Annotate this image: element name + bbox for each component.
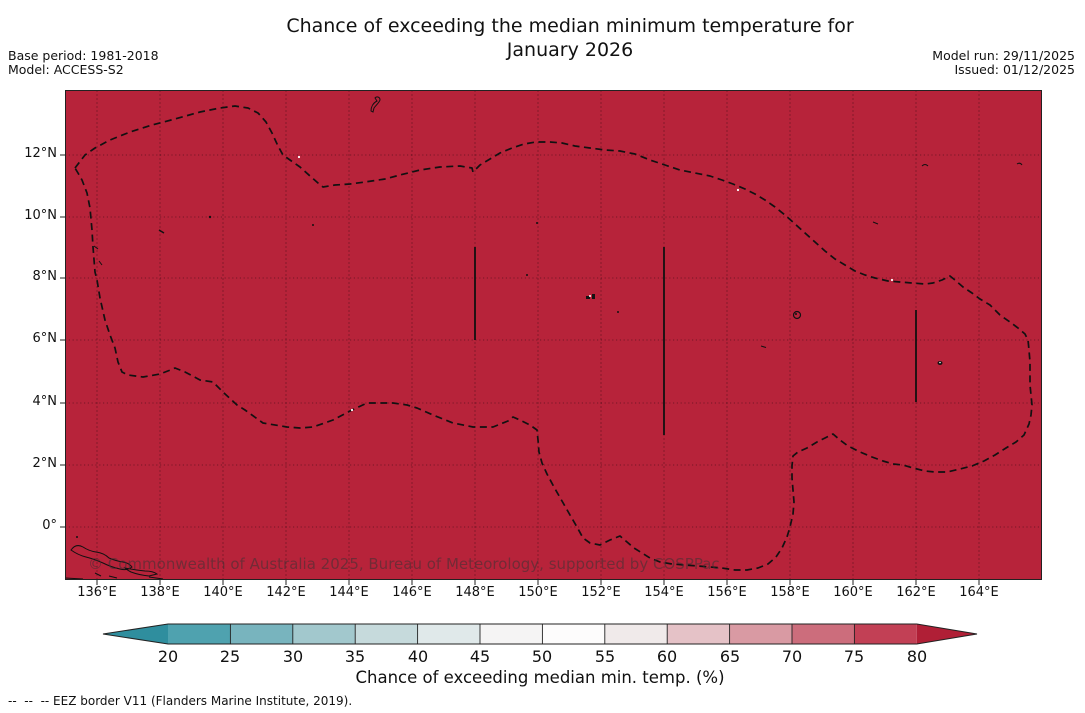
model-label: Model: ACCESS-S2 [8,62,124,77]
png-coastline-2 [123,567,159,577]
map-plot: © Commonwealth of Australia 2025, Bureau… [60,90,1042,585]
colorbar-right-arrow [916,624,977,644]
pohnpei-island [792,310,802,320]
yap-island [158,229,165,234]
cb-tick-30: 30 [282,647,304,666]
colorbar-outline [102,623,978,645]
map-background [65,90,1042,580]
base-period-label: Base period: 1981-2018 [8,48,159,63]
cb-tick-40: 40 [407,647,429,666]
small-island-4 [76,536,78,538]
y-tick-10n: 10°N [24,208,57,223]
cb-tick-60: 60 [656,647,678,666]
chuuk-atoll [586,296,590,299]
cb-tick-65: 65 [719,647,741,666]
ulithi-atoll [208,215,212,219]
cb-tick-25: 25 [219,647,241,666]
eez-border-note: -- -- -- EEZ border V11 (Flanders Marine… [8,694,353,708]
chuuk-atoll-2 [592,294,595,299]
guam-island-outline [370,96,381,113]
x-tick-146e: 146°E [392,585,432,600]
colorbar-cell-35-40 [355,624,418,644]
latitude-gridlines [65,154,1042,528]
cb-tick-55: 55 [594,647,616,666]
colorbar-cell-70-75 [792,624,855,644]
cb-tick-75: 75 [843,647,865,666]
y-tick-4n: 4°N [32,394,58,409]
x-tick-142e: 142°E [266,585,306,600]
y-tick-6n: 6°N [32,331,58,346]
x-tick-144e: 144°E [329,585,369,600]
colorbar-cell-30-35 [292,624,356,644]
png-coastline [70,545,133,571]
palau-islands [93,245,103,266]
colorbar-left-arrow [103,624,168,644]
colorbar-cell-75-80 [854,624,917,644]
small-island-3 [617,311,619,313]
faraulep-atoll [312,224,314,226]
x-tick-154e: 154°E [644,585,684,600]
y-axis-ticks [60,154,65,528]
cb-tick-70: 70 [781,647,803,666]
y-tick-8n: 8°N [32,269,58,284]
map-frame [65,90,1042,580]
colorbar-cell-45-50 [480,624,543,644]
x-axis-ticks [96,580,980,585]
bikini-atoll [1016,162,1023,166]
cb-tick-45: 45 [469,647,491,666]
x-tick-158e: 158°E [770,585,810,600]
colorbar-label: Chance of exceeding median min. temp. (%… [355,668,725,687]
ujelang-atoll [872,221,879,225]
colorbar-cell-20-25 [168,624,231,644]
x-tick-162e: 162°E [896,585,936,600]
small-island-2 [526,274,528,276]
island-white-specks [297,155,941,412]
x-tick-138e: 138°E [140,585,180,600]
enewetak-atoll [921,164,929,167]
x-tick-156e: 156°E [707,585,747,600]
colorbar-cell-55-60 [604,624,668,644]
ngatik-atoll [760,345,767,348]
y-tick-2n: 2°N [32,456,58,471]
colorbar-cell-60-65 [667,624,730,644]
model-run-label: Model run: 29/11/2025 [932,48,1075,63]
eez-vertical-boundaries [474,247,917,435]
eez-border-path [74,105,1033,571]
small-island-1 [536,222,538,224]
colorbar-cell-50-55 [542,624,605,644]
colorbar [102,623,978,645]
cb-tick-35: 35 [344,647,366,666]
cb-tick-20: 20 [157,647,179,666]
x-tick-150e: 150°E [518,585,558,600]
x-tick-140e: 140°E [203,585,243,600]
issued-label: Issued: 01/12/2025 [954,62,1076,77]
png-coast-fragments [64,572,164,580]
island-specks [76,215,943,538]
y-tick-12n: 12°N [24,146,57,161]
page-title-line2: January 2026 [506,39,634,61]
cb-tick-50: 50 [531,647,553,666]
page-title: Chance of exceeding the median minimum t… [286,15,854,37]
colorbar-separators [229,624,855,644]
colorbar-cell-25-30 [230,624,293,644]
copyright-watermark: © Commonwealth of Australia 2025, Bureau… [88,555,720,573]
colorbar-cell-40-45 [417,624,480,644]
cb-tick-80: 80 [906,647,928,666]
pohnpei-dot [795,313,797,315]
x-tick-160e: 160°E [833,585,873,600]
x-tick-164e: 164°E [959,585,999,600]
y-tick-0: 0° [42,518,57,533]
x-tick-152e: 152°E [581,585,621,600]
x-tick-136e: 136°E [77,585,117,600]
island-coastlines [64,96,1023,580]
x-tick-148e: 148°E [455,585,495,600]
colorbar-cell-65-70 [729,624,792,644]
